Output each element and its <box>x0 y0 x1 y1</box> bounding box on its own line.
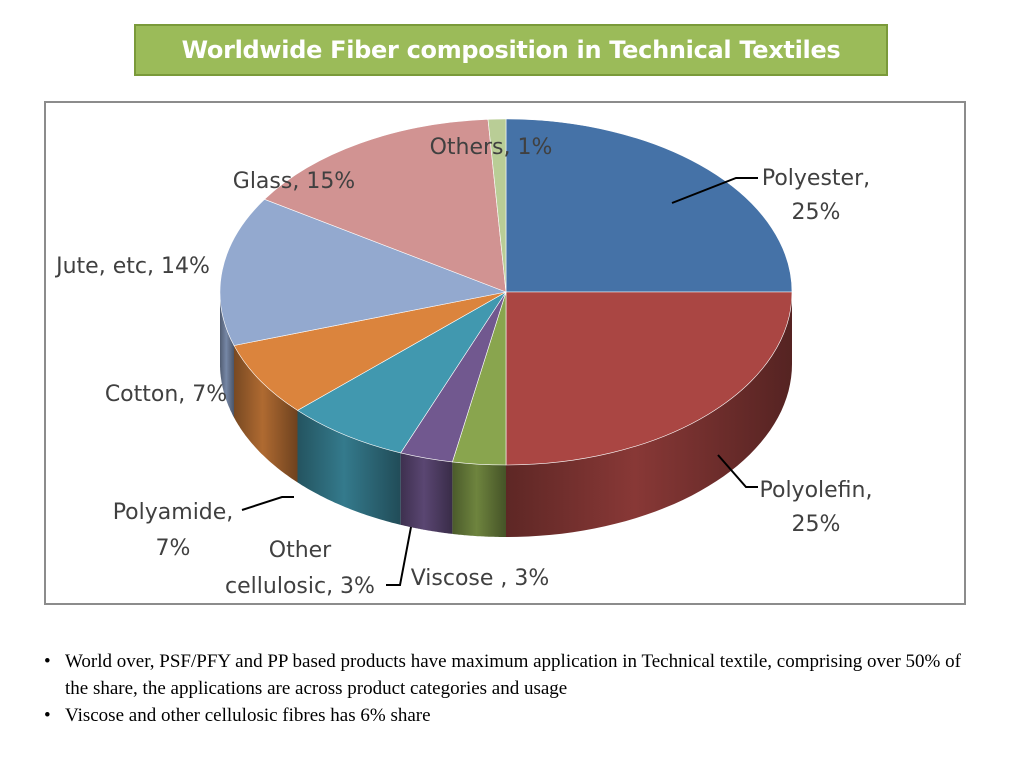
slice-side-viscose <box>452 461 506 537</box>
slice-label-others: Others, 1% <box>430 135 553 160</box>
bullet-icon: • <box>44 705 51 726</box>
slice-label-polyamide: Polyamide, <box>113 500 234 525</box>
pie-slice-cotton <box>233 291 507 411</box>
slice-label-polyolefin: 25% <box>792 512 841 537</box>
leader-line-polyamide <box>241 496 294 511</box>
leader-line-polyester <box>671 177 758 204</box>
slice-label-polyolefin: Polyolefin, <box>760 478 873 503</box>
slide-title: Worldwide Fiber composition in Technical… <box>181 36 841 64</box>
slice-label-polyester: Polyester, <box>762 166 870 191</box>
leader-line-other-cellulosic <box>386 526 412 586</box>
slice-label-cotton: Cotton, 7% <box>105 382 227 407</box>
bullet-text: World over, PSF/PFY and PP based product… <box>65 651 961 699</box>
pie-top-faces <box>219 118 793 466</box>
pie-slice-polyamide <box>296 291 507 454</box>
slice-side-other-cellulosic <box>400 452 453 534</box>
bullet-icon: • <box>44 651 51 672</box>
pie-slice-polyester <box>505 118 793 293</box>
slice-label-jute-etc: Jute, etc, 14% <box>54 254 210 279</box>
pie-chart: Polyester, 25% Polyolefin, 25% Viscose , 3% O… <box>54 118 872 599</box>
pie-labels: Polyester, 25% Polyolefin, 25% Viscose , 3% O… <box>54 135 872 599</box>
pie-side-walls <box>220 292 792 537</box>
leader-line-polyolefin <box>717 454 758 488</box>
title-banner: Worldwide Fiber composition in Technical… <box>134 24 888 76</box>
pie-slice-jute-etc <box>219 198 508 346</box>
slice-side-jute-etc <box>220 292 234 418</box>
slice-label-polyester: 25% <box>792 200 841 225</box>
bullet-list: • World over, PSF/PFY and PP based produc… <box>44 648 984 729</box>
chart-frame: Polyester, 25% Polyolefin, 25% Viscose , 3% O… <box>44 101 966 605</box>
pie-slice-polyolefin <box>505 291 793 466</box>
pie-slice-glass <box>263 118 507 293</box>
slice-label-polyamide: 7% <box>156 536 191 561</box>
slice-label-viscose: Viscose , 3% <box>411 566 550 591</box>
slice-side-cotton <box>234 345 298 483</box>
bullet-item: • World over, PSF/PFY and PP based produc… <box>44 648 984 702</box>
slice-label-other-cellulosic: Other <box>269 538 332 563</box>
slice-side-polyolefin <box>506 292 792 537</box>
slice-label-glass: Glass, 15% <box>233 169 355 194</box>
bullet-item: • Viscose and other cellulosic fibres has… <box>44 702 984 729</box>
pie-slice-others <box>487 118 507 293</box>
bullet-text: Viscose and other cellulosic fibres has … <box>65 705 431 726</box>
slice-label-other-cellulosic: cellulosic, 3% <box>225 574 375 599</box>
slice-side-polyamide <box>297 410 401 525</box>
